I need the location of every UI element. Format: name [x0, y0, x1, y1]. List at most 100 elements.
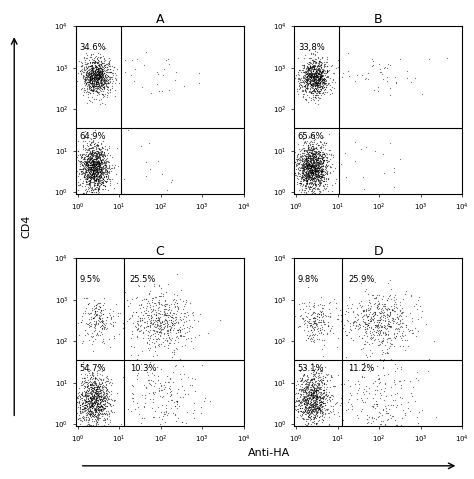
Point	[96, 177, 103, 184]
Point	[314, 184, 321, 192]
Point	[79, 71, 87, 79]
Point	[75, 414, 82, 422]
Point	[94, 141, 102, 149]
Point	[123, 296, 131, 303]
Point	[310, 57, 317, 65]
Point	[90, 379, 98, 387]
Point	[86, 148, 94, 156]
Point	[80, 169, 88, 177]
Point	[157, 386, 164, 394]
Point	[315, 379, 323, 387]
Point	[87, 166, 94, 174]
Point	[148, 295, 156, 302]
Point	[167, 317, 175, 324]
Point	[301, 168, 309, 176]
Point	[310, 86, 318, 94]
Point	[326, 299, 333, 307]
Point	[79, 179, 86, 187]
Point	[148, 314, 155, 321]
Point	[383, 296, 391, 303]
Point	[311, 174, 319, 182]
Point	[87, 144, 94, 152]
Point	[307, 390, 315, 398]
Point	[312, 69, 320, 77]
Point	[82, 162, 89, 170]
Point	[295, 167, 303, 174]
Point	[84, 162, 91, 170]
Point	[433, 413, 440, 421]
Point	[306, 400, 313, 408]
Point	[304, 160, 312, 168]
Point	[300, 388, 307, 395]
Point	[313, 404, 321, 412]
Point	[310, 150, 318, 158]
Point	[93, 153, 100, 161]
Point	[349, 321, 357, 329]
Point	[91, 160, 99, 168]
Point	[181, 332, 188, 340]
Point	[85, 157, 92, 165]
Point	[308, 321, 315, 329]
Point	[322, 68, 329, 75]
Point	[313, 331, 320, 339]
Point	[173, 299, 181, 307]
Point	[88, 163, 95, 171]
Point	[97, 311, 104, 319]
Point	[137, 308, 145, 316]
Point	[96, 76, 103, 83]
Point	[320, 318, 328, 325]
Point	[310, 375, 317, 382]
Point	[88, 161, 96, 169]
Point	[83, 155, 91, 162]
Point	[97, 73, 105, 81]
Point	[160, 411, 168, 418]
Point	[179, 332, 187, 340]
Point	[310, 93, 317, 101]
Point	[304, 378, 311, 386]
Point	[92, 80, 100, 87]
Point	[311, 167, 319, 175]
Point	[369, 333, 377, 341]
Point	[296, 399, 304, 406]
Point	[294, 160, 302, 168]
Point	[307, 70, 314, 78]
Point	[390, 333, 397, 341]
Point	[86, 163, 94, 171]
Point	[309, 154, 316, 161]
Point	[318, 72, 325, 80]
Point	[313, 145, 320, 153]
Point	[309, 392, 317, 400]
Point	[100, 92, 107, 100]
Point	[89, 171, 97, 179]
Point	[293, 377, 301, 385]
Point	[303, 159, 311, 167]
Point	[366, 299, 374, 307]
Point	[375, 379, 383, 387]
Point	[375, 318, 383, 326]
Point	[320, 79, 328, 87]
Point	[309, 61, 317, 69]
Point	[102, 162, 110, 170]
Point	[107, 73, 115, 81]
Point	[187, 381, 194, 388]
Point	[311, 82, 319, 90]
Point	[314, 389, 322, 397]
Point	[307, 149, 315, 157]
Point	[94, 169, 102, 177]
Point	[307, 64, 314, 71]
Point	[83, 67, 91, 74]
Point	[312, 162, 320, 170]
Point	[84, 59, 91, 67]
Point	[90, 150, 97, 158]
Point	[397, 306, 404, 313]
Point	[93, 398, 100, 406]
Point	[296, 306, 303, 313]
Point	[311, 160, 319, 168]
Point	[100, 405, 108, 412]
Point	[372, 415, 380, 423]
Point	[74, 182, 82, 189]
Point	[87, 165, 95, 172]
Point	[89, 407, 96, 415]
Point	[142, 48, 149, 56]
Point	[312, 85, 319, 92]
